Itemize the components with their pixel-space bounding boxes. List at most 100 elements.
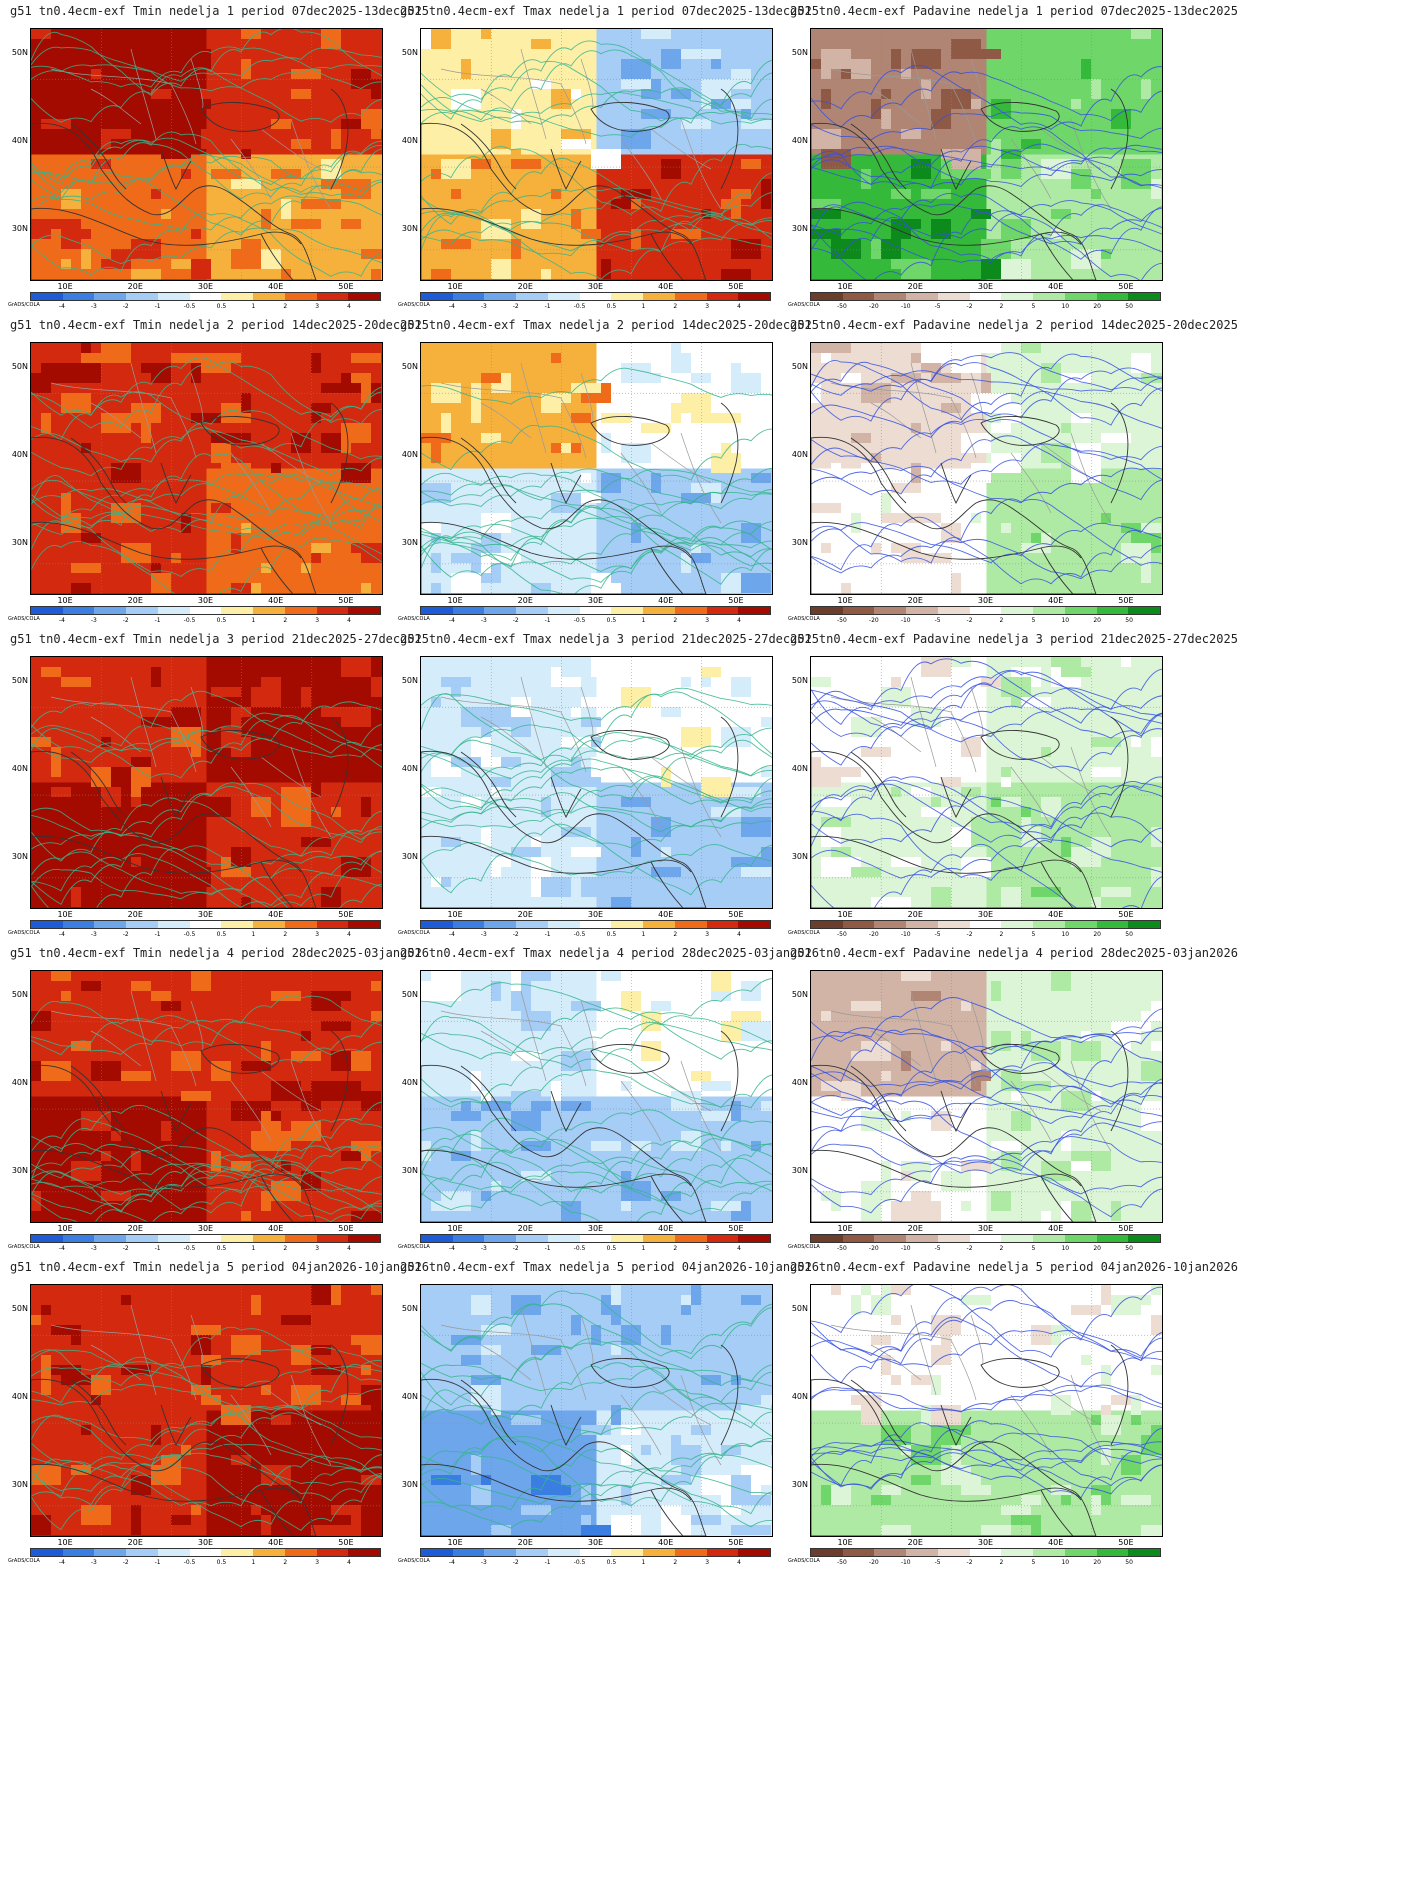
longitude-label: 50E — [338, 596, 354, 605]
latitude-label: 50N — [401, 1304, 418, 1314]
color-scale-bar — [810, 1234, 1161, 1243]
scale-tick-label: -4 — [448, 617, 455, 624]
longitude-label: 50E — [1118, 596, 1134, 605]
scale-tick-label: -0.5 — [183, 303, 196, 310]
color-swatch — [579, 921, 612, 928]
latitude-label: 30N — [791, 537, 808, 547]
color-swatch — [611, 921, 644, 928]
panel-tmin-week-4: g51 tn0.4ecm-exf Tmin nedelja 4 period 2… — [8, 946, 429, 1256]
scale-tick-label: -50 — [837, 931, 847, 938]
color-swatch — [126, 293, 158, 300]
scale-tick-label: -5 — [934, 1245, 941, 1252]
scale-tick-label: -2 — [966, 303, 973, 310]
scale-tick-label: -4 — [58, 1245, 65, 1252]
color-swatch — [969, 607, 1002, 614]
color-swatch — [547, 1549, 580, 1556]
color-scale-bar — [30, 292, 381, 301]
scale-tick-label: -2 — [122, 617, 129, 624]
longitude-label: 40E — [1048, 910, 1064, 919]
longitude-label: 50E — [728, 1224, 744, 1233]
map-field — [421, 971, 772, 1222]
longitude-label: 20E — [517, 1538, 533, 1547]
map-frame — [420, 656, 773, 909]
longitude-label: 40E — [1048, 1224, 1064, 1233]
color-swatch — [1064, 1549, 1097, 1556]
longitude-label: 30E — [587, 1538, 604, 1547]
scale-tick-label: -1 — [544, 1245, 551, 1252]
color-swatch — [643, 293, 675, 300]
scale-tick-label: 10 — [1061, 931, 1070, 938]
map-field — [31, 657, 382, 908]
color-swatch — [484, 293, 517, 300]
color-swatch — [62, 1235, 95, 1242]
latitude-label: 30N — [401, 223, 418, 233]
panel-title: g51 tn0.4ecm-exf Padavine nedelja 4 peri… — [790, 946, 1238, 960]
latitude-label: 30N — [11, 223, 28, 233]
latitude-label: 40N — [11, 1077, 28, 1087]
longitude-label: 30E — [977, 910, 994, 919]
scale-tick-label: -3 — [480, 303, 487, 310]
grads-label: GrADS/COLA — [398, 302, 430, 308]
latitude-label: 40N — [401, 135, 418, 145]
color-swatch — [94, 1235, 127, 1242]
scale-tick-label: 5 — [1031, 1245, 1036, 1252]
panel-tmax-week-1: g51 tn0.4ecm-exf Tmax nedelja 1 period 0… — [398, 4, 819, 314]
color-swatch — [31, 293, 63, 300]
scale-tick-label: -5 — [934, 617, 941, 624]
color-scale-bar — [420, 292, 771, 301]
panel-title: g51 tn0.4ecm-exf Padavine nedelja 1 peri… — [790, 4, 1238, 18]
map-frame — [30, 970, 383, 1223]
color-swatch — [253, 921, 285, 928]
latitude-label: 40N — [401, 449, 418, 459]
longitude-label: 20E — [127, 1224, 143, 1233]
scale-tick-label: 50 — [1125, 931, 1133, 938]
panel-precip-week-3: g51 tn0.4ecm-exf Padavine nedelja 3 peri… — [788, 632, 1238, 942]
color-swatch — [706, 607, 739, 614]
scale-tick-label: 1 — [641, 931, 646, 938]
latitude-label: 30N — [401, 1165, 418, 1175]
panel-title: g51 tn0.4ecm-exf Tmax nedelja 2 period 1… — [400, 318, 820, 332]
map-frame — [810, 1284, 1163, 1537]
map-field — [811, 657, 1162, 908]
scale-tick-label: -50 — [837, 303, 847, 310]
scale-tick-label: -50 — [837, 1245, 847, 1252]
scale-tick-label: -3 — [480, 931, 487, 938]
color-swatch — [1001, 1549, 1034, 1556]
latitude-label: 50N — [791, 990, 808, 1000]
longitude-label: 30E — [197, 596, 214, 605]
scale-tick-label: -1 — [154, 931, 161, 938]
latitude-label: 50N — [401, 990, 418, 1000]
scale-tick-label: 20 — [1093, 1559, 1101, 1566]
scale-tick-label: 10 — [1061, 1559, 1070, 1566]
color-swatch — [874, 607, 907, 614]
scale-tick-label: -0.5 — [183, 1559, 196, 1566]
latitude-label: 50N — [11, 676, 28, 686]
color-swatch — [1033, 607, 1065, 614]
longitude-label: 30E — [977, 1224, 994, 1233]
scale-tick-label: 1 — [641, 1245, 646, 1252]
latitude-label: 50N — [11, 990, 28, 1000]
scale-tick-label: 1 — [251, 931, 256, 938]
longitude-label: 20E — [907, 1538, 923, 1547]
map-frame — [420, 1284, 773, 1537]
color-swatch — [547, 921, 580, 928]
color-swatch — [1096, 1235, 1129, 1242]
scale-tick-label: -3 — [90, 1245, 97, 1252]
scale-tick-label: 0.5 — [216, 617, 227, 624]
map-field — [811, 1285, 1162, 1536]
scale-tick-label: 20 — [1093, 617, 1101, 624]
scale-tick-label: 20 — [1093, 303, 1101, 310]
scale-tick-label: -2 — [122, 303, 129, 310]
color-swatch — [906, 1549, 938, 1556]
color-swatch — [157, 1235, 190, 1242]
color-swatch — [348, 607, 381, 614]
color-swatch — [906, 293, 938, 300]
color-swatch — [516, 607, 548, 614]
longitude-label: 10E — [837, 1538, 853, 1547]
scale-tick-label: -2 — [512, 303, 519, 310]
scale-tick-label: 3 — [315, 303, 320, 310]
grads-label: GrADS/COLA — [8, 1244, 40, 1250]
color-swatch — [937, 607, 970, 614]
scale-tick-label: 3 — [705, 617, 710, 624]
